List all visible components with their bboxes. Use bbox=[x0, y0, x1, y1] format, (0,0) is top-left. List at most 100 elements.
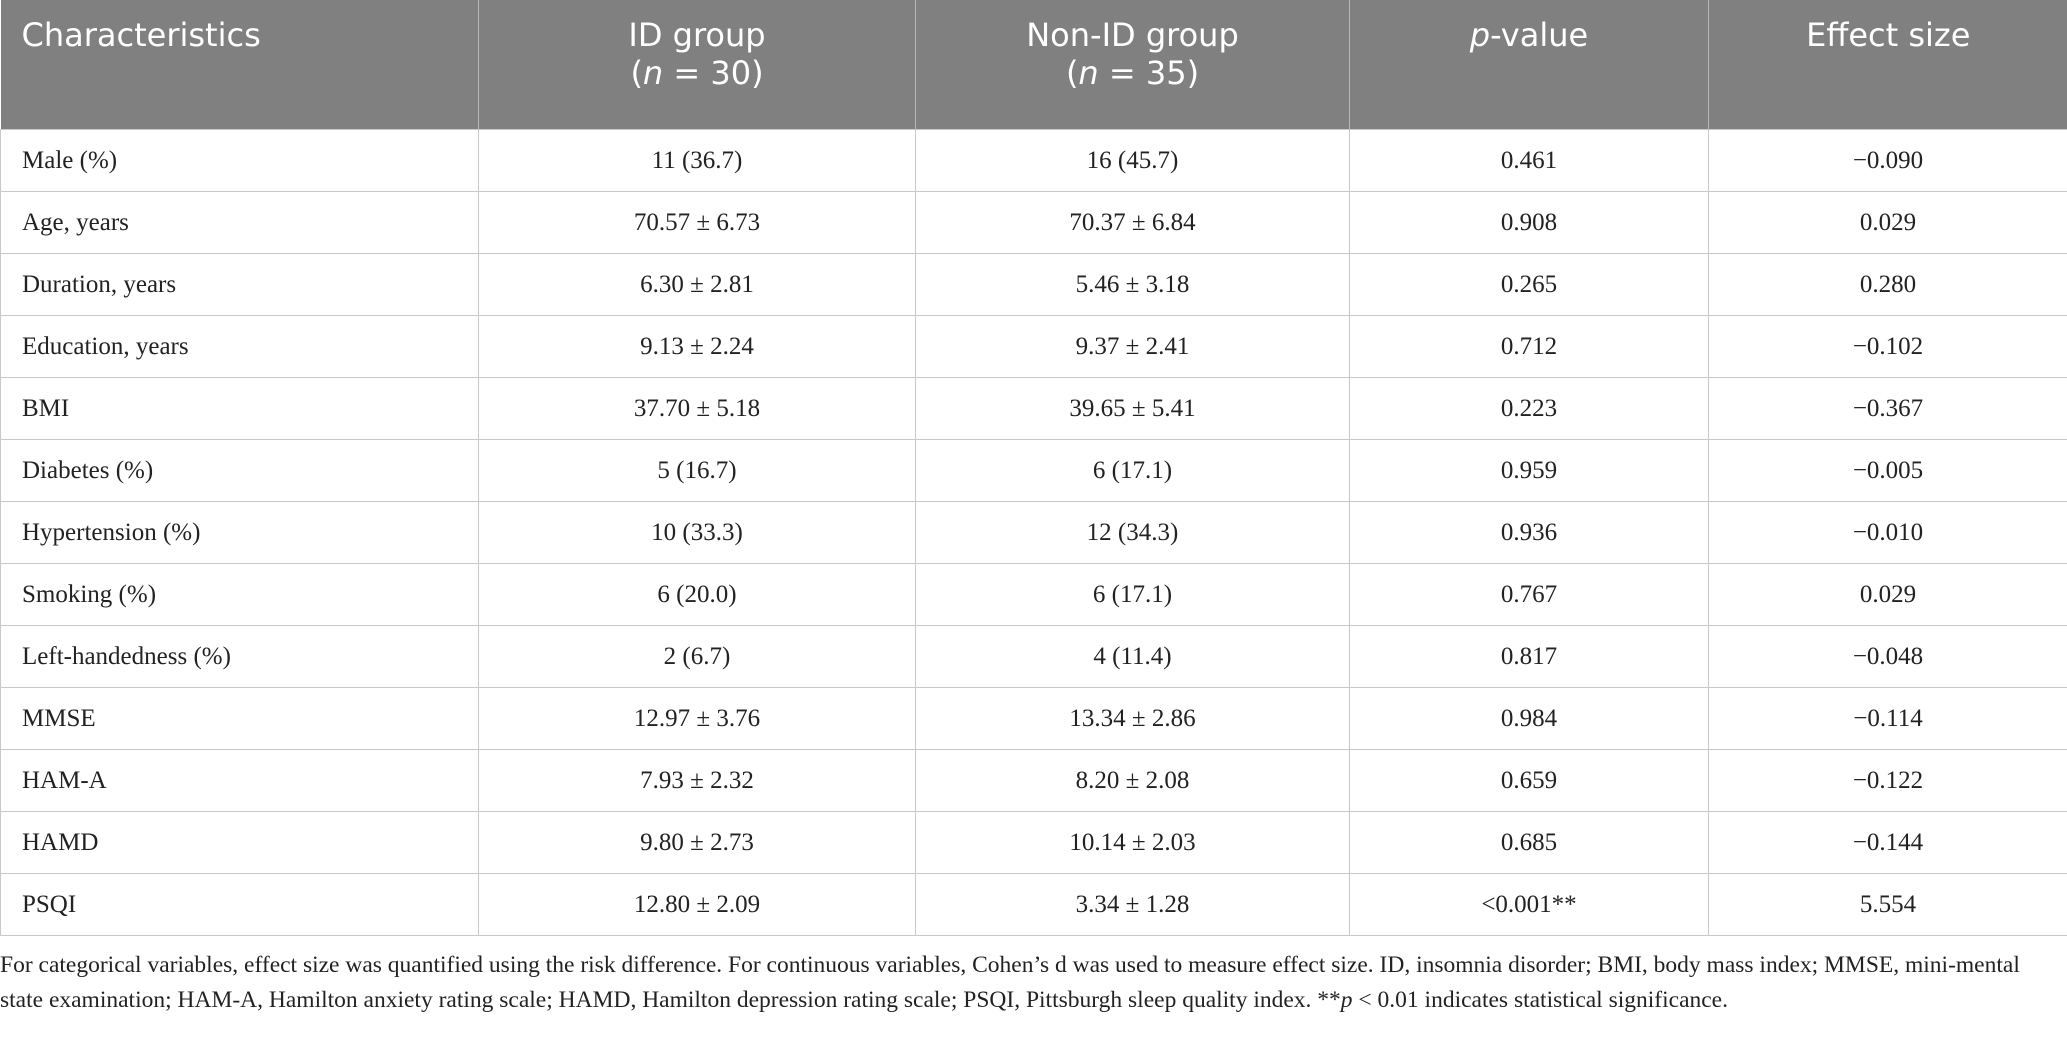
table-cell: 10.14 ± 2.03 bbox=[915, 811, 1350, 874]
table-cell: 37.70 ± 5.18 bbox=[478, 377, 916, 440]
text-segment: Non-ID group bbox=[1026, 16, 1239, 54]
header-line: (n = 35) bbox=[916, 54, 1349, 92]
header-line: Non-ID group bbox=[916, 16, 1349, 54]
row-label: Duration, years bbox=[0, 253, 479, 316]
table-cell: 0.223 bbox=[1349, 377, 1709, 440]
row-label: BMI bbox=[0, 377, 479, 440]
table-cell: −0.090 bbox=[1708, 129, 2067, 192]
table-row: Education, years 9.13 ± 2.24 9.37 ± 2.41 0.… bbox=[0, 315, 2067, 378]
header-line: (n = 30) bbox=[479, 54, 915, 92]
table-cell: 0.908 bbox=[1349, 191, 1709, 254]
table-cell: −0.122 bbox=[1708, 749, 2067, 812]
row-label: MMSE bbox=[0, 687, 479, 750]
table-cell: 2 (6.7) bbox=[478, 625, 916, 688]
table-cell: 4 (11.4) bbox=[915, 625, 1350, 688]
table-cell: 13.34 ± 2.86 bbox=[915, 687, 1350, 750]
table-cell: 12 (34.3) bbox=[915, 501, 1350, 564]
row-label: Diabetes (%) bbox=[0, 439, 479, 502]
text-segment: p bbox=[1340, 987, 1353, 1013]
table-cell: 5.46 ± 3.18 bbox=[915, 253, 1350, 316]
header-line: p-value bbox=[1350, 16, 1708, 54]
table-cell: 9.80 ± 2.73 bbox=[478, 811, 916, 874]
table-cell: −0.144 bbox=[1708, 811, 2067, 874]
table-row: HAM-A 7.93 ± 2.32 8.20 ± 2.08 0.659 −0.122 bbox=[0, 749, 2067, 812]
text-segment: = 30) bbox=[663, 54, 764, 92]
table-row: Hypertension (%) 10 (33.3) 12 (34.3) 0.936−… bbox=[0, 501, 2067, 564]
table-cell: 0.984 bbox=[1349, 687, 1709, 750]
table-cell: −0.010 bbox=[1708, 501, 2067, 564]
table-cell: −0.367 bbox=[1708, 377, 2067, 440]
header-cell: Non-ID group (n = 35) bbox=[915, 0, 1350, 130]
row-label: HAM-A bbox=[0, 749, 479, 812]
table-cell: 6 (20.0) bbox=[478, 563, 916, 626]
table-cell: <0.001** bbox=[1349, 873, 1709, 936]
table-row: Duration, years 6.30 ± 2.81 5.46 ± 3.18 0.2… bbox=[0, 253, 2067, 316]
header-line: Effect size bbox=[1709, 16, 2067, 54]
text-segment: p bbox=[1469, 16, 1491, 54]
table-cell: 0.029 bbox=[1708, 191, 2067, 254]
header-row: Characteristics ID group (n = 30) Non-ID gr… bbox=[0, 0, 2067, 130]
text-segment: ID group bbox=[628, 16, 766, 54]
table-cell: 5.554 bbox=[1708, 873, 2067, 936]
table-cell: 6 (17.1) bbox=[915, 563, 1350, 626]
table-row: Left-handedness (%) 2 (6.7) 4 (11.4) 0.817−… bbox=[0, 625, 2067, 688]
footnote: For categorical variables, effect size w… bbox=[0, 948, 2067, 1018]
table-row: Diabetes (%) 5 (16.7) 6 (17.1) 0.959 −0.005 bbox=[0, 439, 2067, 502]
table-cell: 0.265 bbox=[1349, 253, 1709, 316]
row-label: Male (%) bbox=[0, 129, 479, 192]
table-cell: 12.80 ± 2.09 bbox=[478, 873, 916, 936]
header-cell: ID group (n = 30) bbox=[478, 0, 916, 130]
text-segment: Characteristics bbox=[21, 16, 261, 54]
table-row: Male (%) 11 (36.7) 16 (45.7) 0.461 −0.090 bbox=[0, 129, 2067, 192]
table-cell: 8.20 ± 2.08 bbox=[915, 749, 1350, 812]
row-label: PSQI bbox=[0, 873, 479, 936]
table-cell: 70.57 ± 6.73 bbox=[478, 191, 916, 254]
text-segment: For categorical variables, effect size w… bbox=[0, 952, 2020, 1013]
header-line: Characteristics bbox=[22, 16, 479, 54]
row-label: Hypertension (%) bbox=[0, 501, 479, 564]
row-label: HAMD bbox=[0, 811, 479, 874]
table-cell: −0.114 bbox=[1708, 687, 2067, 750]
table-cell: 70.37 ± 6.84 bbox=[915, 191, 1350, 254]
table-cell: 10 (33.3) bbox=[478, 501, 916, 564]
row-label: Smoking (%) bbox=[0, 563, 479, 626]
text-segment: = 35) bbox=[1098, 54, 1200, 92]
table-cell: 11 (36.7) bbox=[478, 129, 916, 192]
table-cell: −0.102 bbox=[1708, 315, 2067, 378]
table-cell: 0.936 bbox=[1349, 501, 1709, 564]
table-body: Male (%) 11 (36.7) 16 (45.7) 0.461 −0.090 Age… bbox=[0, 129, 2067, 936]
table-cell: 6 (17.1) bbox=[915, 439, 1350, 502]
table-cell: 12.97 ± 3.76 bbox=[478, 687, 916, 750]
table-cell: −0.005 bbox=[1708, 439, 2067, 502]
row-label: Education, years bbox=[0, 315, 479, 378]
header-cell: p-value bbox=[1349, 0, 1709, 130]
table-cell: 6.30 ± 2.81 bbox=[478, 253, 916, 316]
table-cell: 5 (16.7) bbox=[478, 439, 916, 502]
table-cell: 0.461 bbox=[1349, 129, 1709, 192]
text-segment: ( bbox=[630, 54, 643, 92]
table-row: HAMD 9.80 ± 2.73 10.14 ± 2.03 0.685 −0.144 bbox=[0, 811, 2067, 874]
text-segment: ( bbox=[1065, 54, 1079, 92]
header-cell: Characteristics bbox=[0, 0, 479, 130]
text-segment: < 0.01 indicates statistical significanc… bbox=[1352, 987, 1728, 1013]
text-segment: n bbox=[642, 54, 664, 92]
data-table: Characteristics ID group (n = 30) Non-ID gr… bbox=[0, 0, 2067, 936]
table-cell: 0.029 bbox=[1708, 563, 2067, 626]
table-cell: 16 (45.7) bbox=[915, 129, 1350, 192]
table-cell: 39.65 ± 5.41 bbox=[915, 377, 1350, 440]
text-segment: Effect size bbox=[1806, 16, 1971, 54]
header-line: ID group bbox=[479, 16, 915, 54]
table-cell: 0.959 bbox=[1349, 439, 1709, 502]
table-row: PSQI 12.80 ± 2.09 3.34 ± 1.28 <0.001** 5.554 bbox=[0, 873, 2067, 936]
row-label: Left-handedness (%) bbox=[0, 625, 479, 688]
table-cell: 0.659 bbox=[1349, 749, 1709, 812]
header-cell: Effect size bbox=[1708, 0, 2067, 130]
row-label: Age, years bbox=[0, 191, 479, 254]
table-cell: −0.048 bbox=[1708, 625, 2067, 688]
table-row: MMSE 12.97 ± 3.76 13.34 ± 2.86 0.984 −0.114 bbox=[0, 687, 2067, 750]
table-cell: 3.34 ± 1.28 bbox=[915, 873, 1350, 936]
table-row: Smoking (%) 6 (20.0) 6 (17.1) 0.767 0.029 bbox=[0, 563, 2067, 626]
table-row: BMI 37.70 ± 5.18 39.65 ± 5.41 0.223 −0.367 bbox=[0, 377, 2067, 440]
table-cell: 9.13 ± 2.24 bbox=[478, 315, 916, 378]
